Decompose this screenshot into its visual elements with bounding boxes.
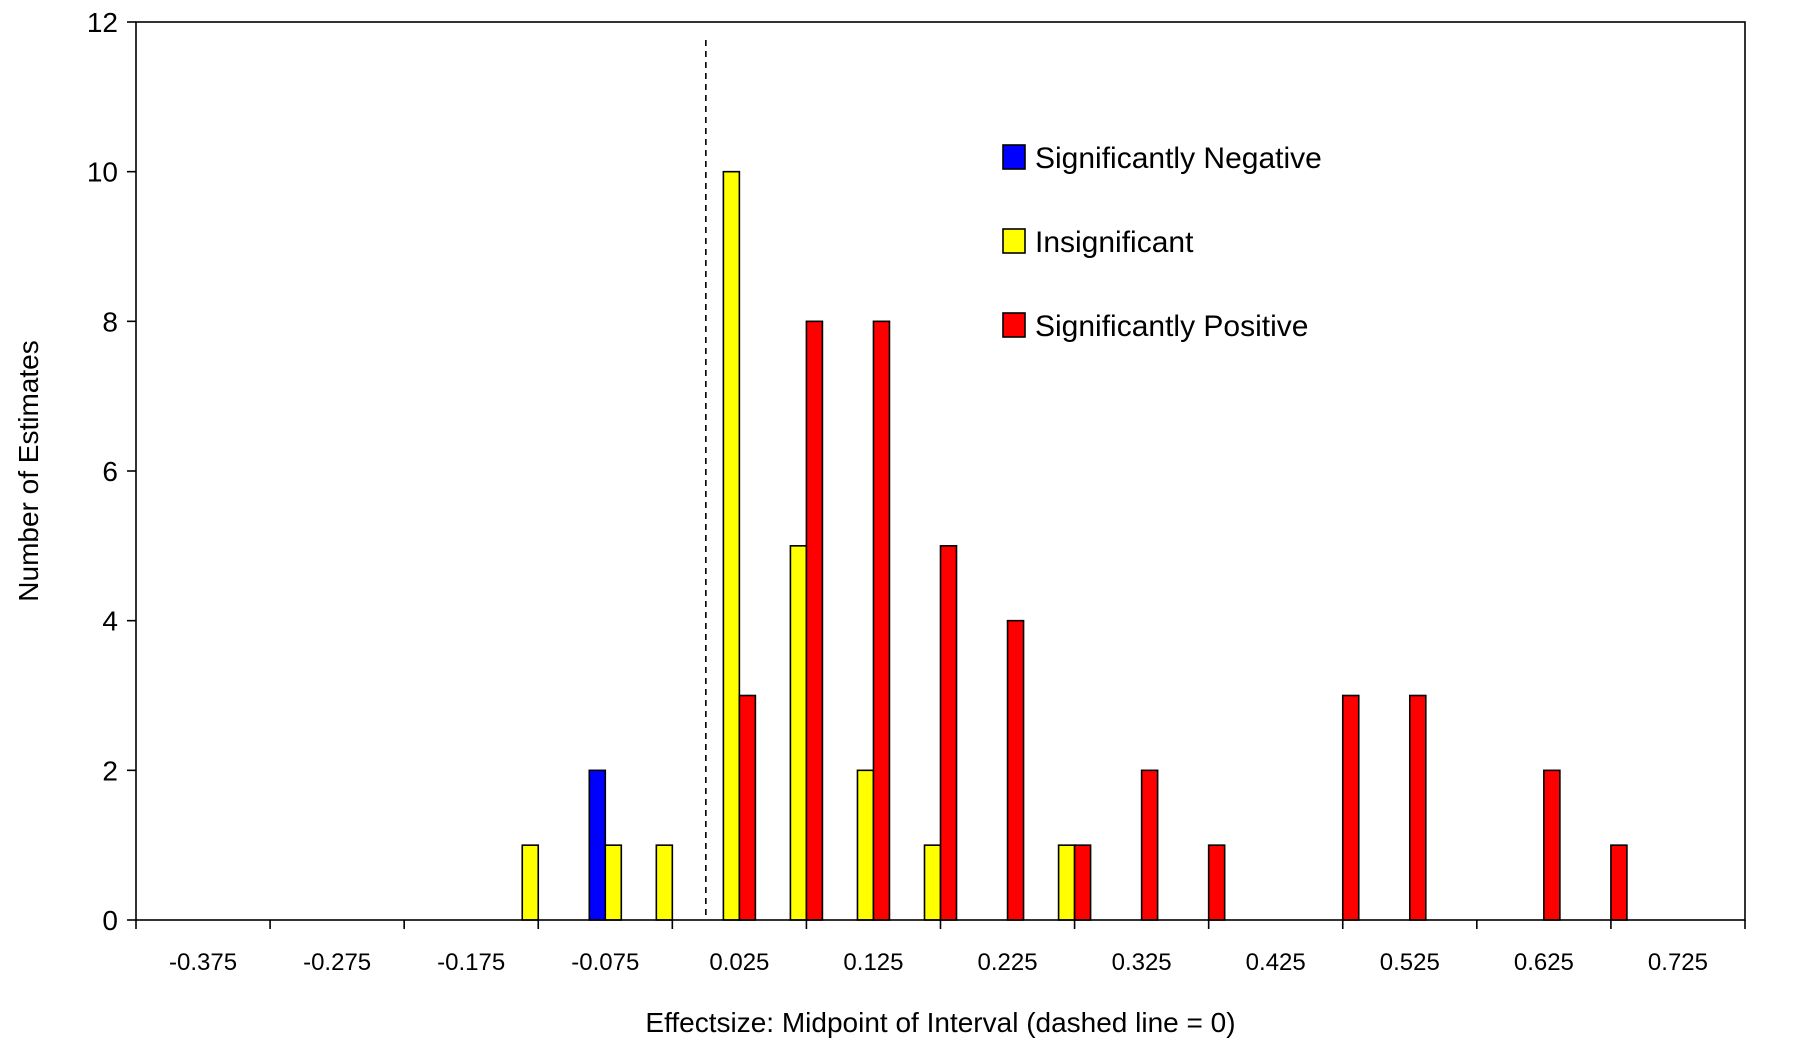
- x-tick-label: 0.725: [1648, 949, 1708, 976]
- x-tick-label: -0.375: [169, 949, 237, 976]
- bar-significantly-positive: [1073, 844, 1092, 921]
- bar-significantly-positive: [1006, 619, 1025, 921]
- x-tick-label: 0.625: [1514, 949, 1574, 976]
- x-tick-label: 0.425: [1246, 949, 1306, 976]
- y-tick-label: 12: [87, 7, 118, 38]
- bar-insignificant: [722, 170, 741, 921]
- legend-swatch: [1002, 228, 1026, 254]
- bar-significantly-positive: [1207, 844, 1226, 921]
- legend-swatch: [1002, 144, 1026, 170]
- bar-significantly-positive: [1140, 769, 1159, 921]
- x-tick-label: 0.125: [843, 949, 903, 976]
- bar-insignificant: [923, 844, 942, 921]
- x-tick-label: -0.075: [571, 949, 639, 976]
- legend-label: Significantly Negative: [1035, 142, 1322, 175]
- y-tick-label: 10: [87, 157, 118, 188]
- y-tick-label: 2: [102, 755, 118, 786]
- y-tick-label: 4: [102, 606, 118, 637]
- legend-label: Insignificant: [1035, 226, 1194, 259]
- legend-label: Significantly Positive: [1035, 310, 1308, 343]
- bar-insignificant: [1057, 844, 1076, 921]
- bar-significantly-positive: [1610, 844, 1628, 921]
- bars-group: [521, 170, 1628, 921]
- bar-insignificant: [655, 844, 674, 921]
- bar-significantly-positive: [1408, 694, 1427, 921]
- bar-significantly-negative: [588, 769, 607, 921]
- bar-significantly-positive: [939, 545, 958, 921]
- bar-significantly-positive: [738, 694, 757, 921]
- y-tick-label: 0: [102, 905, 118, 936]
- axes-group: 0 2 4 6 8 10 12 -0.375 -0.275 -0.175 -0.075 0.025 0.…: [87, 7, 1746, 976]
- x-tick-label: 0.025: [709, 949, 769, 976]
- x-tick-label: -0.275: [303, 949, 371, 976]
- y-tick-label: 8: [102, 306, 118, 337]
- legend-swatch: [1002, 312, 1026, 338]
- bar-insignificant: [521, 844, 540, 921]
- y-tick-label: 6: [102, 456, 118, 487]
- bar-significantly-positive: [1341, 694, 1360, 921]
- x-tick-label: -0.175: [437, 949, 505, 976]
- bar-significantly-positive: [872, 320, 891, 921]
- bar-insignificant: [604, 844, 623, 921]
- bar-significantly-positive: [1543, 769, 1561, 921]
- x-axis-title: Effectsize: Midpoint of Interval (dashed…: [645, 1007, 1235, 1038]
- bar-insignificant: [856, 769, 875, 921]
- x-tick-label: 0.225: [978, 949, 1038, 976]
- y-axis-title: Number of Estimates: [13, 340, 44, 601]
- x-tick-label: 0.525: [1380, 949, 1440, 976]
- x-tick-label: 0.325: [1112, 949, 1172, 976]
- bar-significantly-positive: [805, 320, 824, 921]
- bar-insignificant: [789, 545, 808, 921]
- legend: Significantly Negative Insignificant Signi…: [1002, 142, 1322, 343]
